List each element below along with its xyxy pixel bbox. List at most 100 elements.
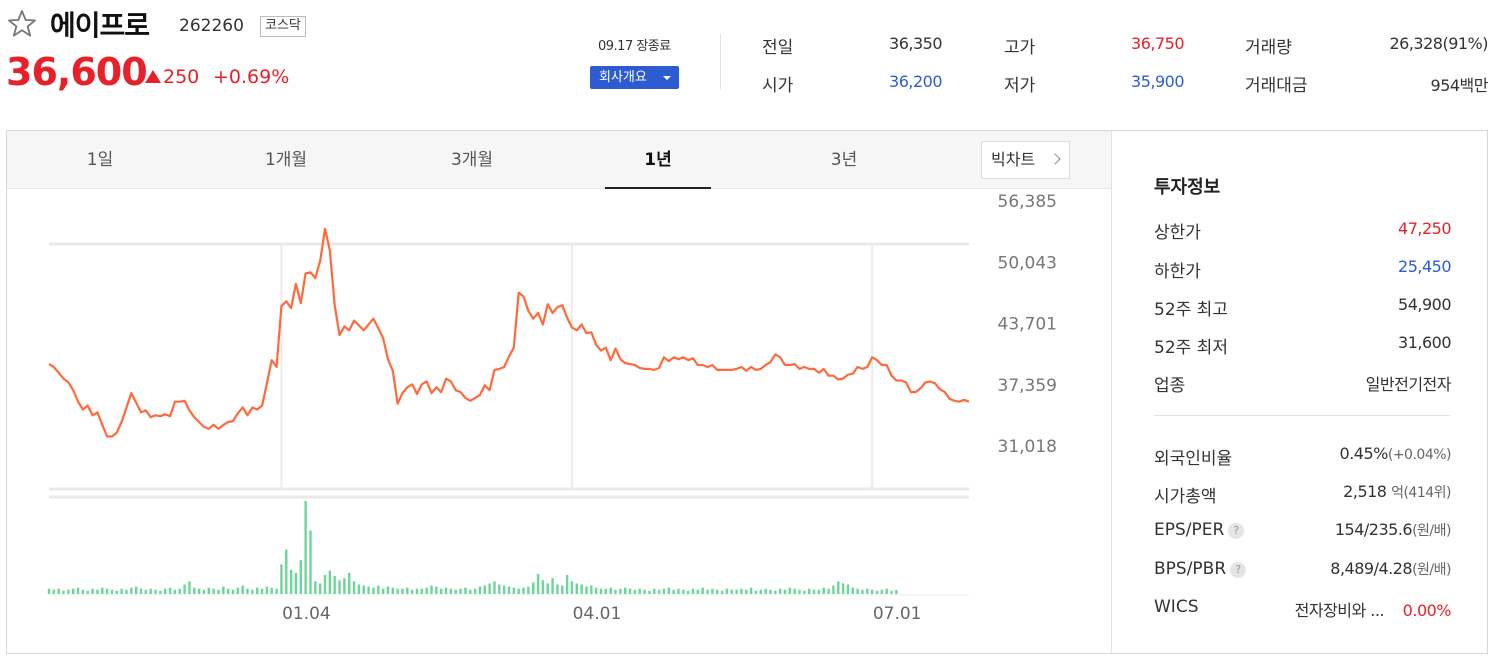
big-chart-button[interactable]: 빅차트 [981,141,1070,179]
volume-bars [47,501,898,594]
volume-bar [740,588,743,594]
bps-pbr-value: 8,489/4.28 [1330,559,1413,578]
volume-bar [507,586,511,594]
tab-3month[interactable]: 3개월 [450,150,494,170]
caret-down-icon [663,76,671,80]
company-overview-button[interactable]: 회사개요 [590,66,679,89]
volume-bar [231,589,235,594]
volume-bar [856,588,859,594]
volume-bar [633,589,637,594]
volume-bar [415,588,419,594]
trade-amount-value: 954백만 [1430,76,1489,95]
favorite-star-icon[interactable] [6,8,38,40]
volume-bar [217,589,220,594]
market-cap-label: 시가총액 [1154,487,1217,507]
volume-bar [251,589,254,594]
sector-label: 업종 [1154,376,1186,396]
volume-bar [212,588,215,594]
volume-bar [638,588,641,594]
volume-bar [628,588,632,594]
52week-low-label: 52주 최저 [1154,338,1228,358]
volume-bar [759,589,762,594]
volume-bar [91,588,94,594]
volume-bar [720,590,724,594]
volume-bar [193,587,196,594]
volume-bar [793,588,796,594]
big-chart-label: 빅차트 [991,150,1036,169]
volume-bar [154,589,157,594]
volume-bar [890,590,893,594]
y-tick-label: 50,043 [998,253,1057,273]
volume-bar [314,581,317,594]
eps-per-help-icon[interactable]: ? [1228,523,1245,539]
lower-limit-label: 하한가 [1154,262,1201,282]
volume-bar [62,590,65,594]
volume-bar [47,588,51,594]
volume-bar [246,588,249,594]
volume-bar [178,588,181,594]
volume-bar [653,588,656,594]
high-price-label: 고가 [1004,38,1036,58]
volume-bar [275,588,278,594]
tab-1day[interactable]: 1일 [86,150,114,170]
volume-bar [875,590,879,594]
volume-value: 26,328(91%) [1389,34,1488,53]
market-badge: 코스닥 [260,16,306,37]
volume-bar [304,501,307,594]
volume-bar [546,583,549,594]
volume-bar [401,588,404,594]
volume-bar [425,587,428,594]
volume-bar [783,589,787,594]
volume-bar [352,581,356,594]
volume-bar [473,588,477,594]
volume-bar [716,589,719,594]
volume-bar [778,588,782,594]
volume-bar [338,580,341,594]
volume-bar [517,588,520,594]
volume-bar [381,588,385,594]
volume-bar [565,574,569,594]
eps-per-value: 154/235.6 [1334,520,1413,539]
volume-bar [134,586,138,594]
volume-bar [662,588,666,594]
volume-bar [478,586,482,594]
volume-bar [841,583,845,594]
tab-1year[interactable]: 1년 [605,131,711,189]
volume-bar [880,589,884,594]
volume-bar [183,584,186,594]
wics-value[interactable]: 전자장비와 ... [1294,601,1385,620]
volume-bar [749,587,753,594]
tab-1month[interactable]: 1개월 [264,150,308,170]
volume-bar [444,587,448,594]
volume-bar [105,588,109,594]
volume-bar [256,587,259,594]
eps-per-label-row: EPS/PER? [1154,520,1245,540]
bps-pbr-label: BPS/PBR [1154,559,1227,579]
volume-bar [580,584,583,594]
period-tabs: 1일 1개월 3개월 1년 3년 빅차트 [7,131,1111,189]
y-tick-label: 37,359 [998,376,1057,396]
volume-bar [328,570,332,594]
volume-bar [130,587,133,594]
volume-bar [808,588,811,594]
volume-bar [270,587,273,594]
volume-bar [265,586,269,594]
bps-pbr-help-icon[interactable]: ? [1230,562,1247,578]
panel-divider [1111,131,1112,653]
info-divider [1154,415,1450,416]
volume-bar [159,590,162,594]
sector-value[interactable]: 일반전기전자 [1365,375,1452,394]
volume-bar [885,588,888,594]
volume-bar [357,584,361,594]
volume-bar [822,587,825,594]
volume-bar [222,586,225,594]
chart-grid [49,242,969,596]
volume-bar [454,589,457,594]
volume-bar [197,588,201,594]
volume-bar [449,588,453,594]
tab-3year[interactable]: 3년 [830,150,858,170]
volume-bar [798,589,801,594]
volume-bar [725,588,729,594]
volume-bar [599,588,603,594]
volume-bar [294,572,298,594]
